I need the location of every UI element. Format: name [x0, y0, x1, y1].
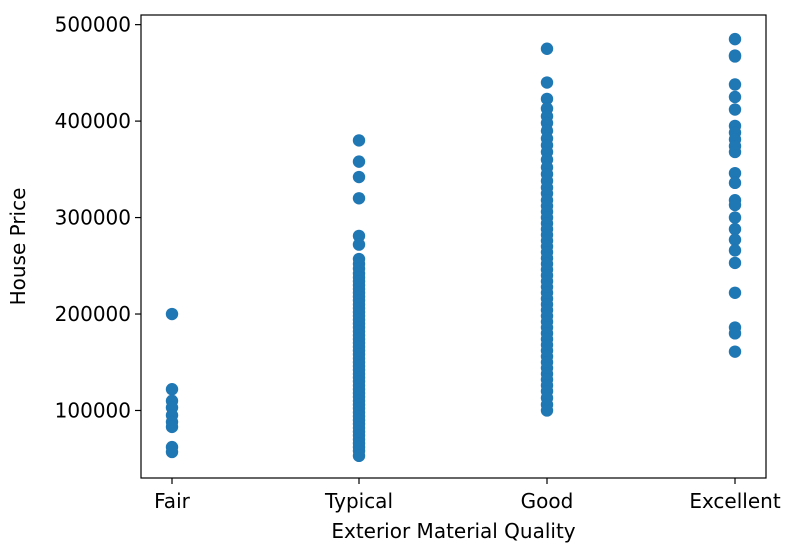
data-point	[728, 244, 742, 257]
y-tick-label: 100000	[55, 398, 131, 422]
data-point	[540, 76, 554, 89]
x-axis-ticks: Fair Typical Good Excellent	[154, 478, 781, 513]
x-tick-label: Typical	[324, 489, 393, 513]
data-point	[352, 449, 366, 463]
data-point	[540, 42, 554, 55]
y-tick-label: 500000	[55, 13, 131, 37]
data-point	[728, 286, 742, 299]
data-point	[728, 50, 742, 63]
data-point	[728, 222, 742, 236]
data-point	[540, 92, 554, 106]
y-axis-ticks: 100000 200000 300000 400000 500000	[55, 13, 141, 422]
plot-frame	[140, 14, 767, 479]
x-tick-label: Excellent	[689, 489, 781, 513]
data-point	[352, 192, 366, 205]
x-axis-label: Exterior Material Quality	[331, 519, 575, 543]
x-tick-label: Fair	[154, 489, 190, 513]
data-point	[728, 103, 742, 116]
data-points	[165, 32, 742, 463]
data-point	[352, 155, 366, 168]
data-point	[165, 420, 179, 434]
x-tick-label: Good	[521, 489, 574, 513]
data-point	[165, 383, 179, 396]
data-point	[728, 345, 742, 358]
data-point	[728, 32, 742, 46]
y-tick-label: 200000	[55, 302, 131, 326]
data-point	[728, 211, 742, 224]
data-point	[352, 229, 366, 243]
data-point	[352, 170, 366, 184]
y-axis-label: House Price	[6, 188, 30, 306]
data-point	[728, 327, 742, 340]
y-tick-label: 400000	[55, 109, 131, 133]
data-point	[728, 256, 742, 270]
data-point	[728, 176, 742, 190]
data-point	[728, 166, 742, 180]
data-point	[728, 198, 742, 212]
data-point	[728, 233, 742, 246]
data-point	[352, 238, 366, 251]
data-point	[728, 145, 742, 159]
data-point	[540, 404, 554, 417]
data-point	[165, 445, 179, 459]
data-point	[165, 307, 179, 321]
data-point	[728, 78, 742, 91]
y-tick-label: 300000	[55, 206, 131, 230]
data-point	[352, 134, 366, 147]
data-point	[728, 90, 742, 104]
